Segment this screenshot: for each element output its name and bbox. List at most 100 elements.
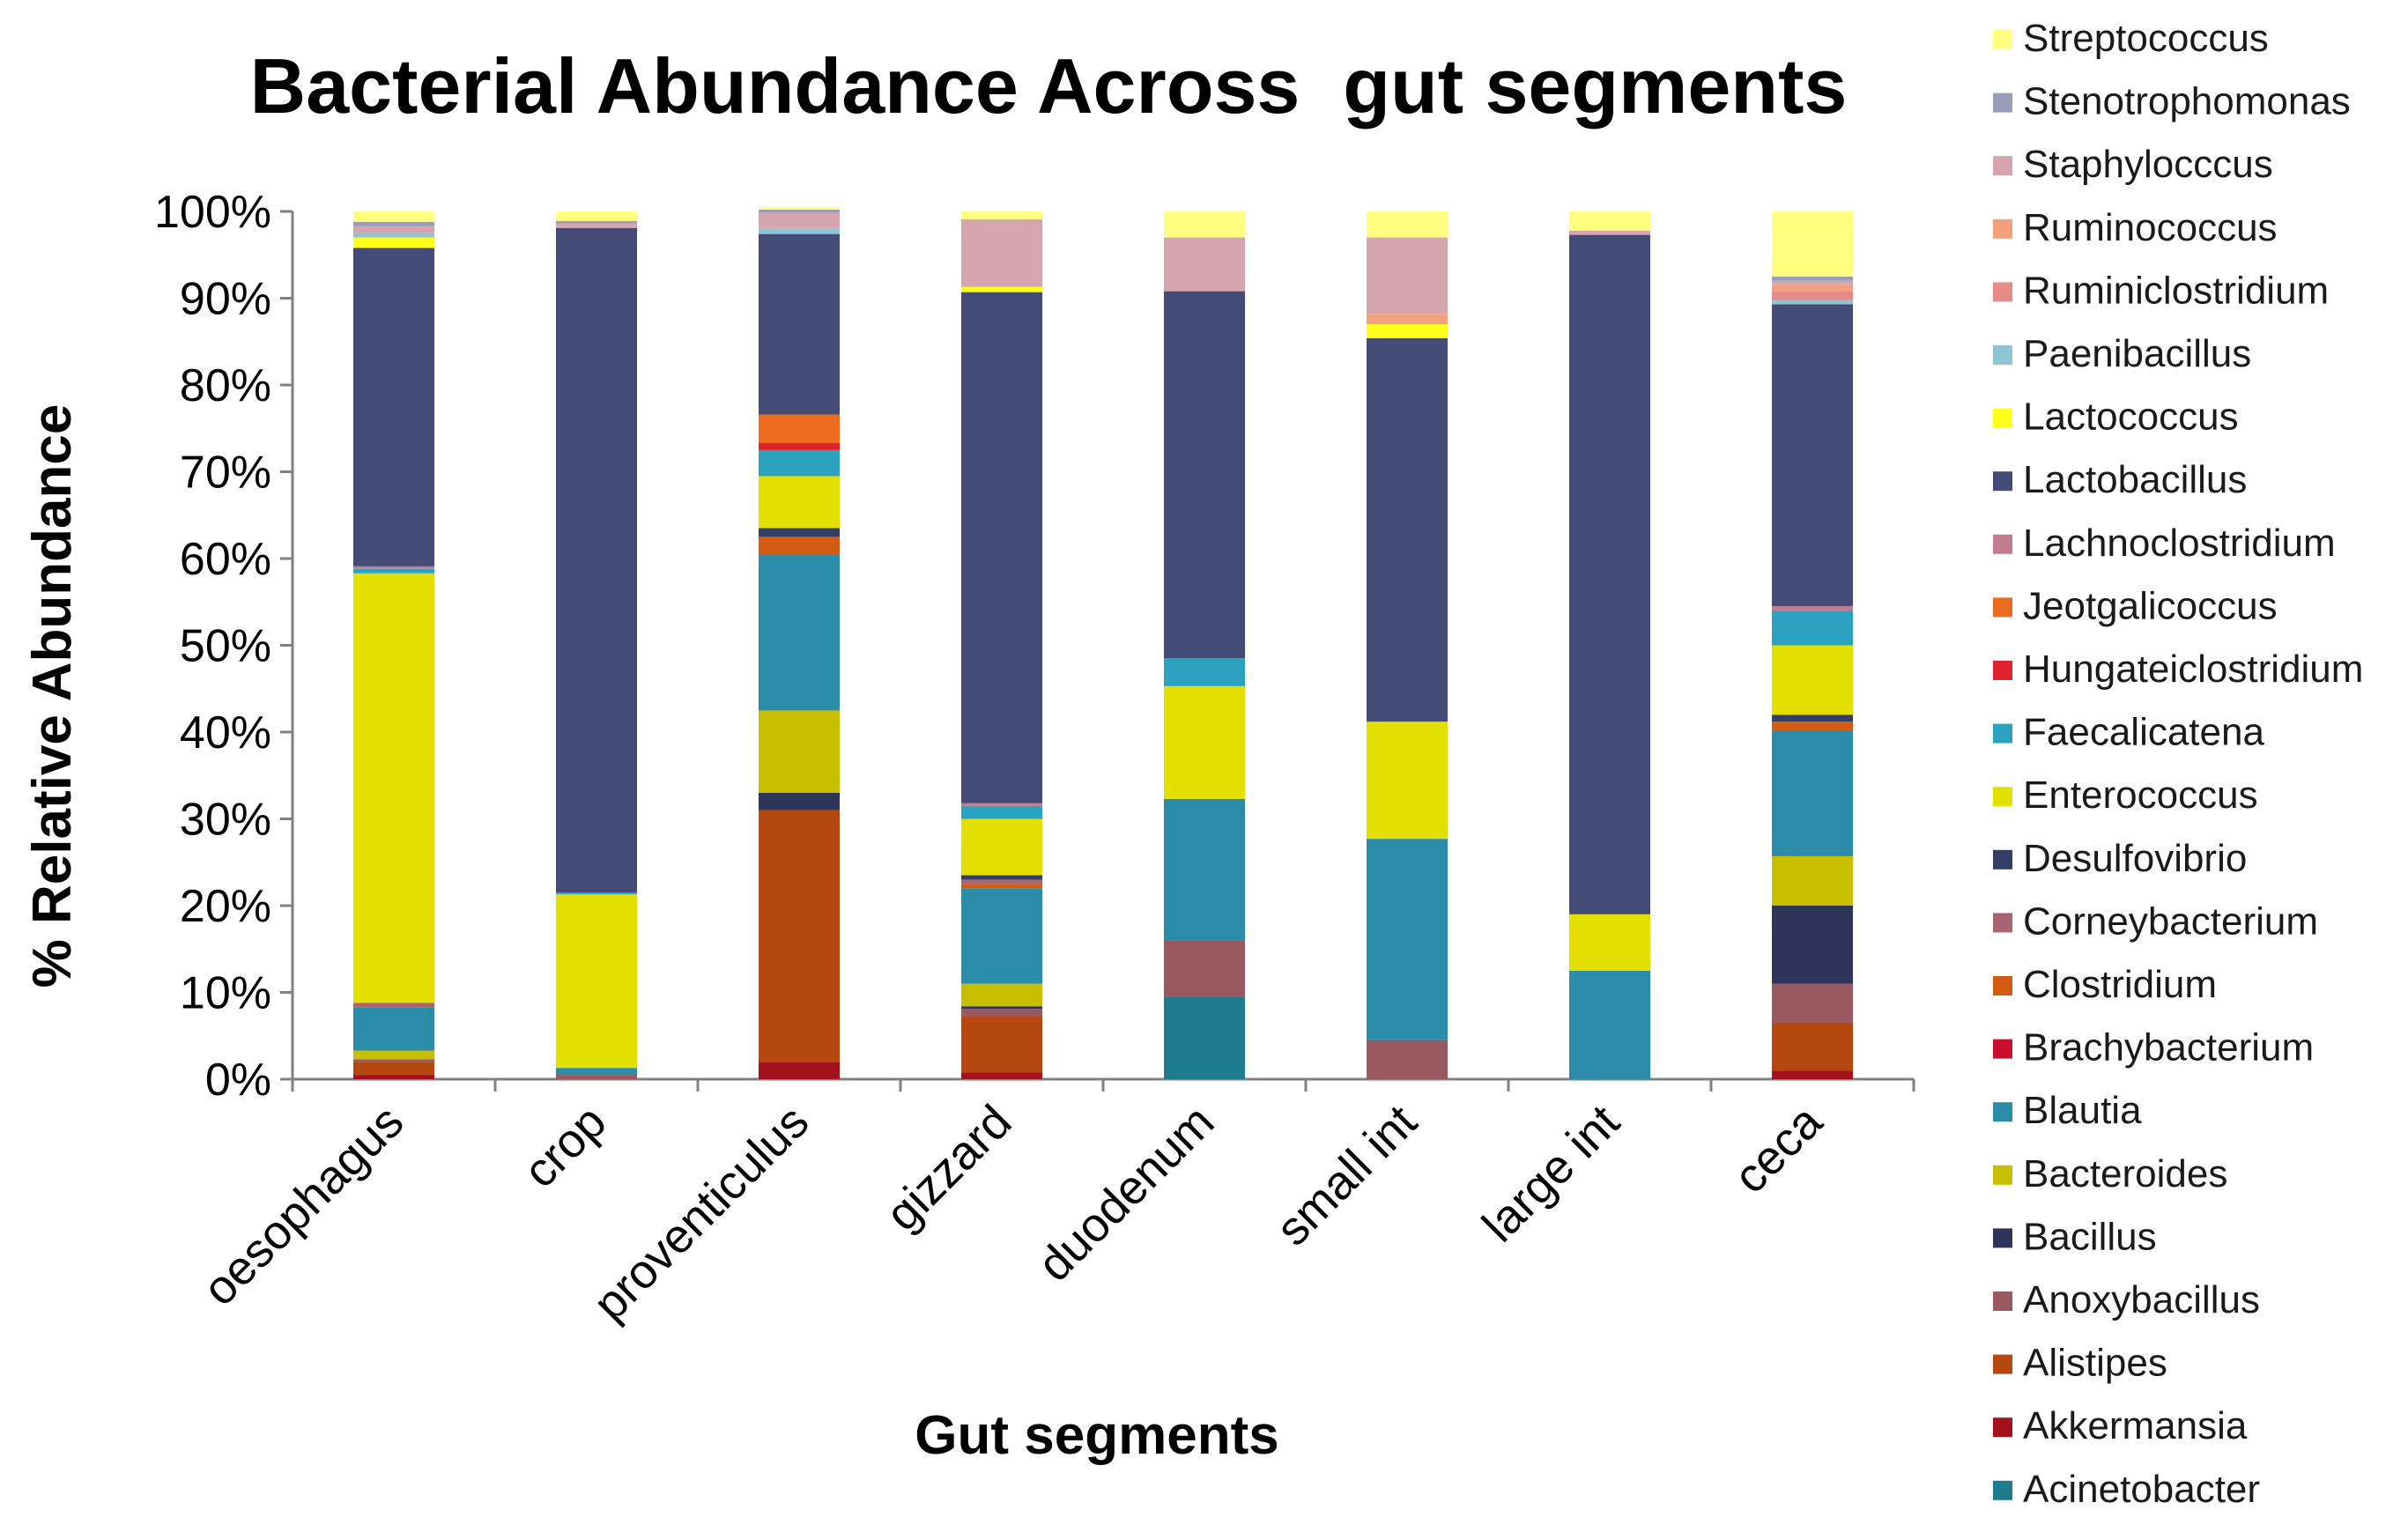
- bar-segment-lactococcus: [961, 286, 1042, 292]
- bar-segment-lactococcus: [1367, 324, 1448, 338]
- bar-segment-jeotgalicoccus: [759, 414, 840, 443]
- y-tick-label: 30%: [180, 795, 271, 846]
- bar-segment-acinetobacter: [1164, 996, 1245, 1079]
- bar-segment-blautia: [759, 554, 840, 711]
- legend-label-staphylocccus: Staphylocccus: [2023, 143, 2273, 186]
- y-tick-label: 80%: [180, 360, 271, 411]
- legend-swatch-anoxybacillus: [1993, 1291, 2012, 1311]
- legend-label-paenibacillus: Paenibacillus: [2023, 332, 2251, 375]
- bar-segment-lactococcus: [353, 237, 434, 248]
- bar-segment-paenibacillus: [1772, 300, 1853, 305]
- legend-swatch-corneybacterium: [1993, 913, 2012, 933]
- bar-segment-staphylocccus: [556, 223, 637, 228]
- bar-segment-streptococcus: [1367, 211, 1448, 238]
- legend-swatch-faecalicatena: [1993, 723, 2012, 744]
- bar-segment-clostridium: [759, 537, 840, 555]
- bar-segment-akkermansia: [1772, 1070, 1853, 1079]
- bar-segment-enterococcus: [1164, 685, 1245, 799]
- bar-segment-faecalicatena: [759, 449, 840, 477]
- bar-segment-anoxybacillus: [1772, 983, 1853, 1023]
- bar-segment-lachnoclostridium: [961, 803, 1042, 806]
- legend-label-lactobacillus: Lactobacillus: [2023, 458, 2247, 501]
- bar-segment-desulfovibrio: [961, 875, 1042, 880]
- y-tick-label: 60%: [180, 534, 271, 585]
- bar-segment-desulfovibrio: [759, 528, 840, 537]
- legend-swatch-lachnoclostridium: [1993, 534, 2012, 554]
- bar-segment-streptococcus: [1772, 211, 1853, 277]
- bar-segment-staphylocccus: [1367, 237, 1448, 315]
- bar-segment-ruminococcus: [1367, 314, 1448, 325]
- bar-segment-enterococcus: [1569, 914, 1650, 971]
- legend-label-lactococcus: Lactococcus: [2023, 396, 2239, 439]
- bar-segment-enterococcus: [353, 573, 434, 1003]
- bar-segment-lactobacillus: [556, 227, 637, 893]
- bar-segment-bacillus: [961, 1006, 1042, 1010]
- bar-segment-anoxybacillus: [556, 1075, 637, 1079]
- legend-label-ruminiclostridium: Ruminiclostridium: [2023, 269, 2329, 312]
- legend-label-blautia: Blautia: [2023, 1089, 2142, 1132]
- legend-swatch-brachybacterium: [1993, 1039, 2012, 1059]
- bar-segment-akkermansia: [961, 1072, 1042, 1079]
- bar-segment-stenotrophomonas: [759, 210, 840, 212]
- legend-label-clostridium: Clostridium: [2023, 963, 2217, 1006]
- legend-label-akkermansia: Akkermansia: [2023, 1404, 2248, 1447]
- bar-segment-lactobacillus: [759, 233, 840, 415]
- legend-swatch-paenibacillus: [1993, 345, 2012, 365]
- legend-swatch-blautia: [1993, 1102, 2012, 1122]
- y-tick-label: 0%: [205, 1055, 271, 1106]
- bar-segment-paenibacillus: [759, 228, 840, 234]
- bar-segment-ruminococcus: [1772, 284, 1853, 292]
- legend-swatch-akkermansia: [1993, 1417, 2012, 1438]
- bar-segment-paenibacillus: [353, 233, 434, 238]
- bar-segment-alistipes: [759, 810, 840, 1062]
- bar-segment-bacillus: [1772, 906, 1853, 984]
- bar-segment-clostridium: [961, 884, 1042, 889]
- bar-segment-anoxybacillus: [961, 1009, 1042, 1017]
- bar-segment-staphylocccus: [1772, 280, 1853, 285]
- bar-segment-streptococcus: [961, 211, 1042, 219]
- bar-segment-enterococcus: [1367, 722, 1448, 840]
- legend-swatch-staphylocccus: [1993, 156, 2012, 176]
- legend-swatch-hungateiclostridium: [1993, 661, 2012, 680]
- bar-segment-streptococcus: [353, 211, 434, 222]
- legend-label-ruminococcus: Ruminococcus: [2023, 206, 2278, 249]
- bar-segment-bacteroides: [1772, 855, 1853, 906]
- bar-segment-streptococcus: [556, 211, 637, 221]
- bar-segment-anoxybacillus: [1367, 1040, 1448, 1079]
- y-tick-label: 10%: [180, 968, 271, 1019]
- legend-swatch-jeotgalicoccus: [1993, 597, 2012, 618]
- legend-label-bacteroides: Bacteroides: [2023, 1152, 2227, 1195]
- chart-title: Bacterial Abundance Across gut segments: [250, 42, 1848, 130]
- bar-segment-enterococcus: [961, 818, 1042, 876]
- bar-segment-staphylocccus: [1569, 230, 1650, 235]
- legend-label-alistipes: Alistipes: [2023, 1342, 2167, 1385]
- bar-segment-faecalicatena: [353, 568, 434, 574]
- bar-segment-lachnoclostridium: [353, 566, 434, 569]
- bar-segment-streptococcus: [1164, 211, 1245, 238]
- bar-segment-blautia: [1772, 730, 1853, 856]
- bar-segment-lactobacillus: [1569, 234, 1650, 914]
- x-category-label: crop: [514, 1095, 617, 1198]
- legend-label-stenotrophomonas: Stenotrophomonas: [2023, 80, 2351, 123]
- legend-label-streptococcus: Streptococcus: [2023, 17, 2269, 60]
- legend-swatch-ruminiclostridium: [1993, 282, 2012, 302]
- legend-label-hungateiclostridium: Hungateiclostridium: [2023, 648, 2363, 691]
- bar-segment-anoxybacillus: [353, 1059, 434, 1062]
- x-category-label: oesophagus: [193, 1095, 414, 1316]
- x-category-label: gizzard: [876, 1095, 1022, 1241]
- x-axis-label: Gut segments: [915, 1405, 1278, 1466]
- bar-segment-streptococcus: [759, 207, 840, 211]
- bar-segment-blautia: [961, 888, 1042, 984]
- y-tick-label: 20%: [180, 881, 271, 932]
- bar-segment-lactobacillus: [1164, 291, 1245, 659]
- bar-segment-faecalicatena: [1164, 658, 1245, 686]
- bar-segment-lactobacillus: [1367, 337, 1448, 722]
- bar-segment-staphylocccus: [1164, 237, 1245, 292]
- x-category-label: ceca: [1723, 1094, 1833, 1203]
- bar-segment-blautia: [1367, 839, 1448, 1040]
- y-tick-label: 70%: [180, 448, 271, 499]
- legend-swatch-bacteroides: [1993, 1165, 2012, 1185]
- legend-swatch-lactococcus: [1993, 408, 2012, 428]
- bar-segment-corneybacterium: [353, 1003, 434, 1008]
